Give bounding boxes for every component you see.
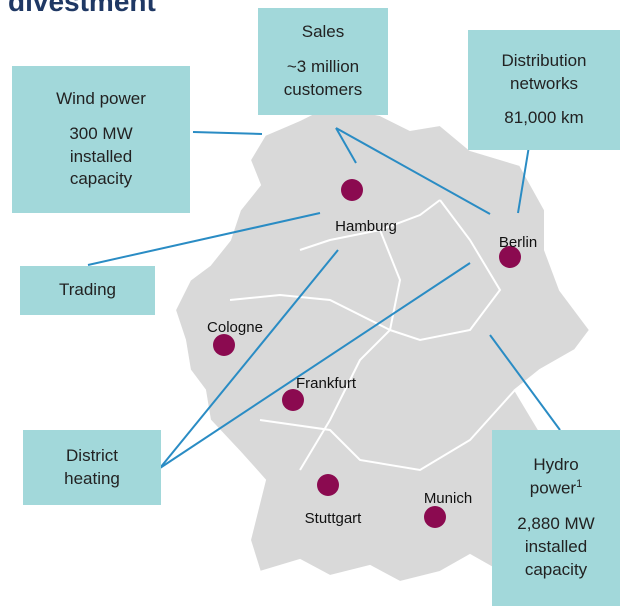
box-detail: 300 MW installed capacity [69, 123, 133, 189]
box-title: District heating [64, 445, 120, 488]
box-detail: 81,000 km [504, 108, 584, 128]
city-label: Stuttgart [305, 510, 363, 527]
connector-lines [87, 127, 561, 469]
city-dot [213, 334, 235, 356]
city-label: Munich [424, 490, 472, 507]
wind-box: Wind power 300 MW installed capacity [12, 66, 190, 213]
city-dot [341, 179, 363, 201]
city-dot [317, 474, 339, 496]
footnote-mark: 1 [576, 478, 583, 491]
city-label: Berlin [499, 234, 537, 251]
city-label: Hamburg [335, 218, 397, 235]
city-label: Frankfurt [296, 375, 357, 392]
title: divestment [8, 0, 156, 17]
city-dot [282, 389, 304, 411]
city-dots [213, 179, 521, 528]
hydro-box: Hydro power1 2,880 MW installed capacity [492, 430, 620, 606]
district-box: District heating [23, 430, 161, 505]
box-detail: 2,880 MW installed capacity [517, 513, 595, 579]
city-dot [424, 506, 446, 528]
box-title: Wind power [56, 88, 146, 108]
box-detail: ~3 million customers [283, 57, 363, 99]
box-title-wrap: Hydro power1 [516, 454, 596, 501]
box-title: Hydro power [529, 455, 579, 498]
state-borders [229, 199, 516, 472]
distribution-box: Distribution networks 81,000 km [468, 30, 620, 150]
box-title: Sales [301, 22, 345, 42]
box-title: Trading [58, 280, 116, 300]
trading-box: Trading [20, 266, 155, 315]
sales-box: Sales ~3 million customers [258, 8, 388, 115]
city-dot [499, 246, 521, 268]
box-title: Distribution networks [501, 50, 587, 93]
city-label: Cologne [207, 319, 263, 336]
